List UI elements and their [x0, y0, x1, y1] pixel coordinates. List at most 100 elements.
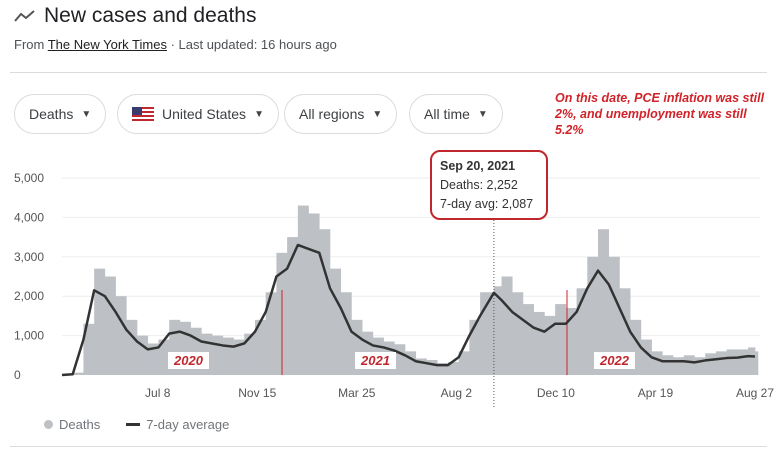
title-text: New cases and deaths: [44, 4, 257, 27]
deaths-bar: [104, 276, 116, 375]
region-dropdown[interactable]: All regions ▼: [284, 94, 398, 134]
trending-line-icon: [14, 10, 35, 22]
y-tick-label: 5,000: [14, 171, 44, 185]
deaths-bar: [222, 337, 234, 375]
deaths-bar: [651, 351, 663, 375]
annotation-note: On this date, PCE inflation was still 2%…: [555, 91, 765, 137]
deaths-bar: [437, 363, 449, 375]
last-updated: · Last updated: 16 hours ago: [170, 37, 337, 52]
deaths-bar: [715, 351, 727, 375]
deaths-bar: [351, 319, 363, 375]
divider: [10, 446, 767, 447]
deaths-bar: [512, 292, 524, 375]
legend-deaths-swatch: [44, 420, 53, 429]
legend: Deaths 7-day average: [44, 417, 229, 432]
us-flag-icon: [132, 106, 154, 122]
deaths-bar: [265, 292, 277, 375]
deaths-bar: [640, 339, 652, 375]
metric-dropdown[interactable]: Deaths ▼: [14, 94, 107, 134]
deaths-bar: [126, 319, 138, 375]
avg-line: [61, 243, 756, 377]
deaths-bar: [83, 323, 95, 375]
deaths-bar: [544, 315, 556, 375]
page-title: New cases and deaths: [14, 4, 256, 28]
source-link[interactable]: The New York Times: [47, 37, 167, 52]
legend-deaths: Deaths: [59, 417, 101, 432]
x-tick-label: Aug 2: [441, 386, 473, 400]
deaths-bar: [683, 355, 695, 375]
metric-label: Deaths: [29, 106, 74, 122]
year-label-2020: 2020: [168, 352, 209, 369]
legend-avg-swatch: [126, 423, 141, 426]
deaths-bar: [147, 343, 159, 375]
deaths-bar: [619, 288, 631, 375]
deaths-bar: [480, 292, 495, 375]
deaths-bar: [737, 349, 749, 375]
time-label: All time: [424, 106, 470, 122]
deaths-bar: [705, 353, 717, 375]
year-label-2022: 2022: [594, 352, 635, 369]
x-tick-label: Apr 19: [638, 386, 674, 400]
deaths-bar: [587, 256, 599, 375]
deaths-bar: [662, 355, 674, 375]
deaths-bar: [405, 351, 417, 375]
y-tick-label: 4,000: [14, 210, 44, 224]
deaths-bar: [501, 276, 513, 375]
deaths-bar: [158, 339, 170, 375]
y-tick-label: 1,000: [14, 329, 44, 343]
deaths-bar: [673, 357, 685, 375]
legend-avg: 7-day average: [146, 417, 230, 432]
x-tick-label: Aug 27: [736, 386, 774, 400]
deaths-bar: [415, 358, 427, 375]
tooltip-deaths: Deaths: 2,252: [440, 178, 518, 192]
source-line: From The New York Times · Last updated: …: [14, 37, 337, 52]
deaths-bar: [748, 347, 756, 375]
deaths-bar: [630, 319, 642, 375]
deaths-bar: [244, 333, 256, 375]
region-label: All regions: [299, 106, 365, 122]
deaths-bar: [94, 268, 106, 375]
deaths-bar: [287, 237, 299, 375]
deaths-bar: [565, 308, 577, 375]
y-tick-label: 2,000: [14, 289, 44, 303]
deaths-bar: [212, 335, 224, 375]
caret-down-icon: ▼: [477, 108, 488, 120]
caret-down-icon: ▼: [81, 108, 92, 120]
tooltip: Sep 20, 2021 Deaths: 2,252 7-day avg: 2,…: [430, 150, 548, 220]
x-tick-label: Dec 10: [537, 386, 575, 400]
deaths-bar: [608, 256, 620, 375]
from-label: From: [14, 37, 45, 52]
deaths-bar: [493, 286, 502, 375]
y-tick-label: 0: [14, 368, 21, 382]
deaths-bar: [426, 360, 438, 375]
deaths-bar: [555, 304, 567, 375]
country-dropdown[interactable]: United States ▼: [117, 94, 279, 134]
deaths-bar: [726, 349, 738, 375]
deaths-bar: [522, 304, 534, 375]
x-tick-label: Mar 25: [338, 386, 376, 400]
caret-down-icon: ▼: [372, 108, 383, 120]
deaths-bar: [694, 357, 706, 375]
tooltip-avg: 7-day avg: 2,087: [440, 197, 534, 211]
deaths-bar: [394, 344, 406, 375]
tooltip-date: Sep 20, 2021: [440, 159, 516, 173]
x-tick-label: Jul 8: [145, 386, 171, 400]
deaths-bar: [755, 351, 759, 375]
deaths-bar: [447, 361, 459, 375]
time-range-dropdown[interactable]: All time ▼: [409, 94, 503, 134]
divider: [10, 72, 767, 73]
y-tick-label: 3,000: [14, 250, 44, 264]
deaths-bar: [308, 213, 320, 375]
deaths-bar: [458, 351, 470, 375]
year-label-2021: 2021: [355, 352, 396, 369]
deaths-bar: [254, 319, 266, 375]
country-label: United States: [162, 106, 247, 122]
x-tick-label: Nov 15: [238, 386, 276, 400]
deaths-bar: [233, 339, 245, 375]
deaths-bar: [340, 292, 352, 375]
deaths-bar: [169, 319, 181, 375]
caret-down-icon: ▼: [254, 108, 264, 120]
deaths-bar: [297, 205, 309, 375]
deaths-bar: [598, 229, 610, 375]
